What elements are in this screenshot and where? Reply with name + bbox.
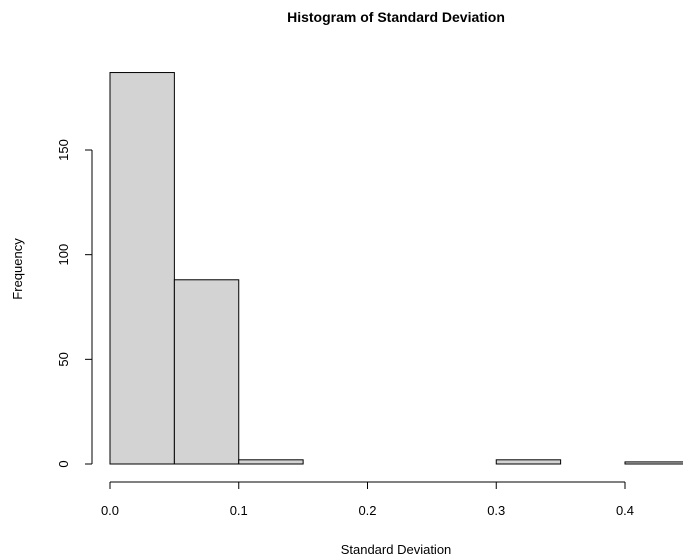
y-tick-label: 0 bbox=[56, 460, 71, 467]
histogram-bar bbox=[624, 461, 683, 465]
x-tick-label: 0.0 bbox=[101, 503, 119, 518]
histogram-bar bbox=[173, 279, 240, 465]
y-axis-label: Frequency bbox=[10, 238, 25, 300]
histogram-bar bbox=[495, 459, 562, 465]
x-axis-label: Standard Deviation bbox=[341, 542, 452, 557]
bars-group bbox=[109, 72, 683, 465]
histogram-bar bbox=[109, 72, 175, 465]
x-tick-label: 0.4 bbox=[616, 503, 634, 518]
x-tick-label: 0.1 bbox=[230, 503, 248, 518]
chart-title: Histogram of Standard Deviation bbox=[287, 9, 505, 25]
y-axis: 0 50 100 150 bbox=[56, 139, 93, 468]
y-tick-label: 50 bbox=[56, 352, 71, 366]
y-tick-label: 150 bbox=[56, 139, 71, 161]
histogram-bar bbox=[238, 459, 304, 465]
y-tick-label: 100 bbox=[56, 244, 71, 266]
x-tick-label: 0.3 bbox=[487, 503, 505, 518]
x-tick-label: 0.2 bbox=[358, 503, 376, 518]
x-axis: 0.0 0.1 0.2 0.3 0.4 bbox=[101, 481, 634, 518]
